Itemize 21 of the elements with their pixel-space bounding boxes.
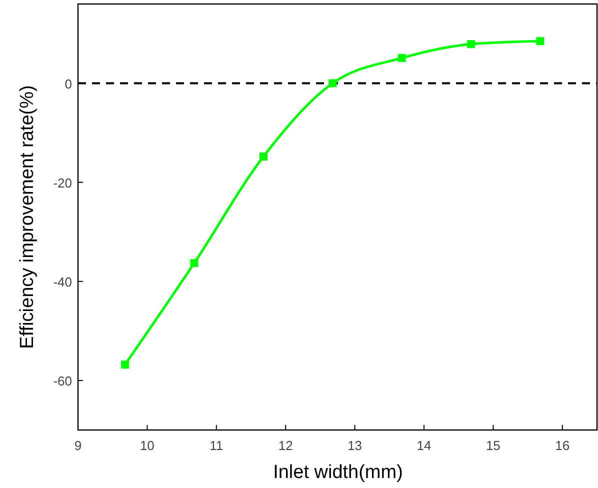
x-tick-label: 14: [416, 438, 432, 453]
x-tick-label: 16: [555, 438, 570, 453]
point: [259, 152, 268, 161]
y-tick-label: -60: [53, 373, 72, 388]
x-axis-title: Inlet width(mm): [273, 462, 403, 483]
y-tick-label: -20: [53, 175, 72, 190]
x-tick-label: 11: [210, 438, 224, 453]
point: [398, 54, 406, 62]
point: [536, 37, 544, 46]
point: [328, 79, 337, 88]
point: [467, 40, 476, 48]
x-tick-label: 9: [74, 438, 82, 453]
y-tick-label: -40: [53, 274, 72, 290]
y-axis-title: Efficiency improvement rate(%): [17, 85, 38, 349]
point: [190, 259, 198, 268]
x-tick-label: 10: [140, 438, 154, 453]
x-tick-label: 13: [348, 438, 362, 453]
point: [121, 360, 130, 369]
x-tick-label: 15: [486, 438, 500, 453]
x-tick-label: 12: [278, 438, 293, 453]
y-tick-label: 0: [64, 76, 72, 92]
